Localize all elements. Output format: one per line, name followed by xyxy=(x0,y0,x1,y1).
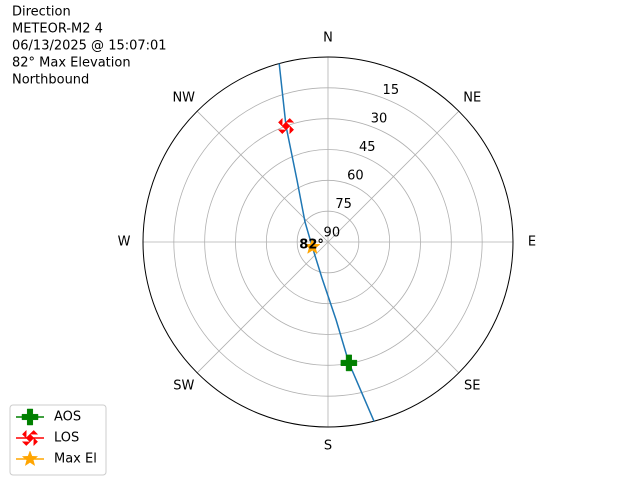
radial-tick-label: 45 xyxy=(359,140,376,155)
title-line: METEOR-M2 4 xyxy=(12,22,103,37)
marker xyxy=(304,238,321,254)
direction-label: W xyxy=(118,235,131,250)
grid-ring xyxy=(204,118,452,366)
title-line: 82° Max Elevation xyxy=(12,56,131,71)
title-line: Direction xyxy=(12,5,71,20)
legend-marker xyxy=(21,429,39,447)
grid-ring xyxy=(265,179,391,305)
legend-label: Max El xyxy=(54,452,97,467)
marker xyxy=(340,354,358,372)
radial-tick-label: 75 xyxy=(335,197,352,212)
radial-tick-label: 90 xyxy=(324,225,341,240)
title-line: Northbound xyxy=(12,73,89,88)
grid-ring xyxy=(173,87,483,397)
marker xyxy=(277,117,295,135)
legend-label: AOS xyxy=(54,410,81,425)
legend-marker xyxy=(21,450,39,467)
radial-tick-label: 60 xyxy=(347,168,364,183)
direction-label: NE xyxy=(463,90,481,105)
direction-label: NW xyxy=(172,90,195,105)
frame xyxy=(142,56,514,428)
grid-ring xyxy=(296,210,360,274)
annotation: 82° xyxy=(299,237,324,252)
radial-tick-label: 15 xyxy=(383,83,400,98)
title-line: 06/13/2025 @ 15:07:01 xyxy=(12,39,167,54)
direction-label: S xyxy=(324,439,332,454)
grid-ring xyxy=(235,149,421,335)
direction-label: N xyxy=(323,31,333,46)
legend-label: LOS xyxy=(54,431,79,446)
direction-label: SW xyxy=(173,379,194,394)
direction-label: SE xyxy=(464,379,480,394)
legend-marker xyxy=(21,408,39,426)
direction-label: E xyxy=(528,235,536,250)
radial-tick-label: 30 xyxy=(371,111,388,126)
